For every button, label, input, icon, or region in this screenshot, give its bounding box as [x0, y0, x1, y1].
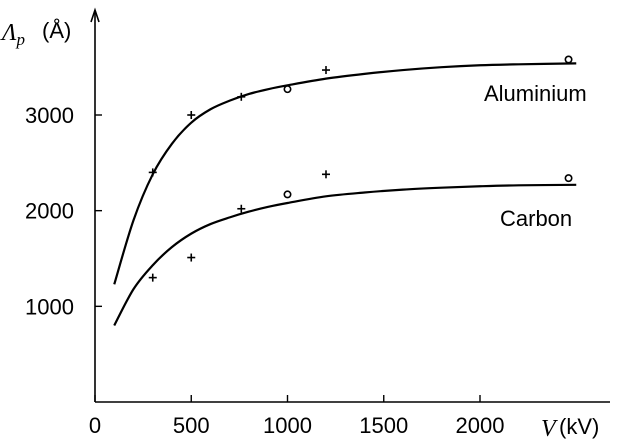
x-tick-label-0: 0	[89, 413, 101, 438]
data-point-circle-carbon-0	[283, 190, 292, 199]
x-ticks: 0 500 1000 1500 2000	[89, 395, 505, 438]
series-line-aluminium	[113, 62, 577, 285]
y-tick-label-2000: 2000	[25, 199, 74, 224]
series-layer	[113, 55, 577, 326]
y-axis-title-symbol: Λp	[0, 20, 25, 49]
data-point-circle-aluminium-0	[283, 85, 292, 94]
y-axis-subscript: p	[16, 30, 26, 49]
y-axis-symbol: Λ	[0, 20, 17, 46]
x-axis-symbol: V	[541, 416, 558, 442]
data-point-plus-carbon-1	[187, 253, 196, 262]
x-tick-label-2000: 2000	[456, 413, 505, 438]
y-tick-label-1000: 1000	[25, 294, 74, 319]
y-ticks: 1000 2000 3000	[25, 103, 102, 319]
x-tick-label-1500: 1500	[359, 413, 408, 438]
series-label-aluminium: Aluminium	[484, 81, 587, 106]
data-point-plus-carbon-2	[237, 204, 246, 213]
series-label-carbon: Carbon	[500, 206, 572, 231]
data-point-plus-aluminium-0	[148, 168, 157, 177]
data-point-circle-carbon-1	[564, 174, 573, 183]
x-tick-label-500: 500	[173, 413, 210, 438]
y-axis-unit: (Å)	[42, 18, 71, 43]
x-tick-label-1000: 1000	[263, 413, 312, 438]
data-point-plus-aluminium-2	[237, 92, 246, 101]
axes	[90, 7, 610, 403]
data-point-plus-carbon-0	[148, 273, 157, 282]
data-point-plus-aluminium-1	[187, 111, 196, 119]
x-axis-unit: (kV)	[559, 414, 599, 439]
data-point-plus-carbon-3	[322, 170, 330, 179]
data-point-plus-aluminium-3	[322, 66, 330, 75]
y-tick-label-3000: 3000	[25, 103, 74, 128]
y-axis-arrow	[90, 7, 100, 23]
data-point-circle-aluminium-1	[564, 55, 573, 64]
series-line-carbon	[113, 183, 577, 326]
